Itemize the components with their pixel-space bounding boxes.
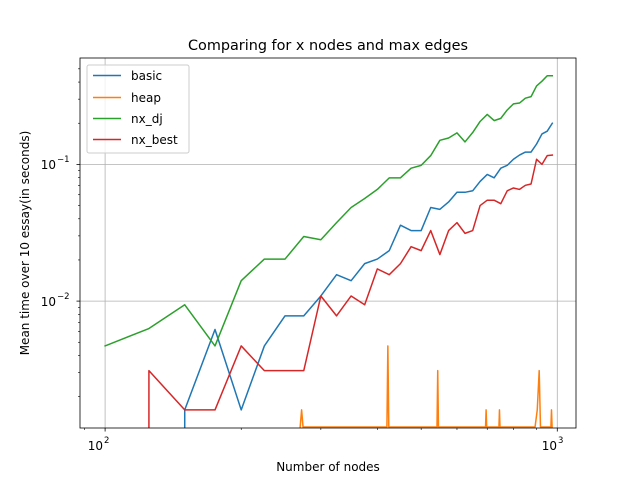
series-line-nx-dj bbox=[104, 75, 554, 347]
series-line-nx-best bbox=[148, 154, 554, 428]
y-tick-label-2: 10 −1 bbox=[41, 155, 70, 172]
x-tick-label-2-base: 10 bbox=[542, 439, 557, 453]
x-axis-label: Number of nodes bbox=[276, 460, 380, 474]
series-line-heap bbox=[299, 345, 553, 428]
series-layer bbox=[104, 75, 554, 428]
major-tick-layer bbox=[76, 163, 558, 432]
y-tick-label-2-base: 10 bbox=[41, 158, 56, 172]
chart-title: Comparing for x nodes and max edges bbox=[188, 38, 468, 54]
x-tick-label-1-base: 10 bbox=[88, 439, 103, 453]
y-tick-label-2-exponent: −1 bbox=[57, 155, 70, 165]
legend-label-nx-best: nx_best bbox=[131, 133, 178, 147]
legend-label-basic: basic bbox=[131, 69, 162, 83]
x-tick-label-2-exponent: 3 bbox=[558, 436, 563, 446]
x-tick-label-2: 10 3 bbox=[542, 436, 564, 453]
legend-label-nx-dj: nx_dj bbox=[131, 112, 163, 126]
legend: basic heap nx_dj nx_best bbox=[86, 64, 190, 154]
y-tick-label-1-base: 10 bbox=[41, 295, 56, 309]
legend-label-heap: heap bbox=[131, 91, 161, 105]
y-tick-label-1: 10 −2 bbox=[41, 292, 70, 309]
x-tick-label-1: 10 2 bbox=[88, 436, 110, 453]
y-axis-label: Mean time over 10 essay(in seconds) bbox=[18, 131, 32, 356]
plot-frame bbox=[79, 57, 577, 429]
x-tick-label-1-exponent: 2 bbox=[104, 436, 109, 446]
series-line-basic bbox=[183, 122, 554, 428]
legend-box bbox=[86, 64, 190, 154]
y-tick-label-1-exponent: −2 bbox=[57, 292, 70, 302]
